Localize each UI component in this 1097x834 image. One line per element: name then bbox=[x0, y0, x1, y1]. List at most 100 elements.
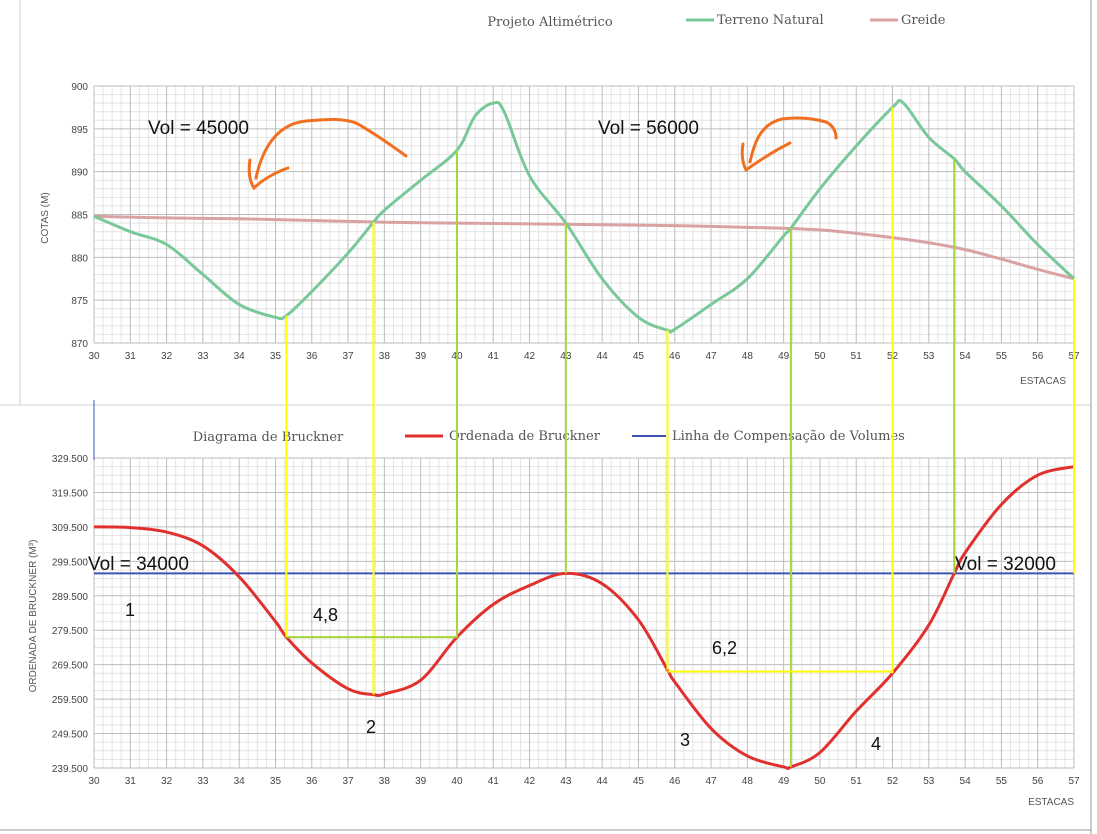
x-tick-label: 37 bbox=[343, 351, 355, 362]
y-tick-label: 885 bbox=[71, 211, 88, 222]
x-tick-label: 38 bbox=[379, 351, 391, 362]
x-tick-label: 43 bbox=[560, 776, 572, 787]
arrow-right-hook bbox=[740, 141, 792, 173]
x-tick-label: 39 bbox=[415, 776, 427, 787]
annotation-vol-34000: Vol = 34000 bbox=[88, 554, 189, 575]
x-tick-label: 48 bbox=[742, 776, 754, 787]
profile-grid bbox=[93, 85, 1075, 344]
x-tick-label: 34 bbox=[234, 776, 246, 787]
x-tick-label: 45 bbox=[633, 351, 645, 362]
x-tick-label: 42 bbox=[524, 776, 536, 787]
region-label-4: 4 bbox=[871, 734, 881, 754]
x-tick-label: 52 bbox=[887, 776, 899, 787]
x-tick-label: 57 bbox=[1068, 776, 1080, 787]
legend-compensation: Linha de Compensação de Volumes bbox=[632, 429, 905, 444]
legend-terreno: Terreno Natural bbox=[686, 13, 824, 28]
x-tick-label: 50 bbox=[814, 776, 826, 787]
annotation-vol-45000: Vol = 45000 bbox=[148, 118, 249, 139]
bruckner-x-axis-label: ESTACAS bbox=[1028, 797, 1074, 808]
annotation-vol-32000: Vol = 32000 bbox=[955, 554, 1056, 575]
x-tick-label: 49 bbox=[778, 776, 790, 787]
x-tick-label: 37 bbox=[343, 776, 355, 787]
x-tick-label: 55 bbox=[996, 351, 1008, 362]
bruckner-ticks: 30 31 32 33 34 35 36 37 38 39 40 41 42 43 44 45 46 47 48 49… bbox=[52, 454, 1080, 787]
series-bruckner-line bbox=[93, 465, 1075, 771]
x-tick-label: 42 bbox=[524, 351, 536, 362]
x-tick-label: 47 bbox=[705, 776, 717, 787]
y-tick-label: 900 bbox=[71, 82, 88, 93]
y-tick-label: 249.500 bbox=[52, 730, 89, 741]
x-tick-label: 41 bbox=[488, 776, 500, 787]
x-tick-label: 41 bbox=[488, 351, 500, 362]
y-tick-label: 299.500 bbox=[52, 557, 89, 568]
y-tick-label: 890 bbox=[71, 168, 88, 179]
legend-greide: Greide bbox=[870, 13, 946, 28]
series-greide-line bbox=[93, 214, 1075, 281]
x-tick-label: 40 bbox=[451, 776, 463, 787]
x-tick-label: 35 bbox=[270, 351, 282, 362]
x-tick-label: 38 bbox=[379, 776, 391, 787]
arrow-left-hook bbox=[247, 158, 290, 191]
bruckner-chart: 30 31 32 33 34 35 36 37 38 39 40 41 42 43 44 45 46 47 48 49… bbox=[28, 429, 1080, 808]
profile-x-axis-label: ESTACAS bbox=[1020, 376, 1066, 387]
x-tick-label: 39 bbox=[415, 351, 427, 362]
x-tick-label: 54 bbox=[960, 776, 972, 787]
annotation-vol-56000: Vol = 56000 bbox=[598, 118, 699, 139]
y-tick-label: 259.500 bbox=[52, 695, 89, 706]
region-label-2: 2 bbox=[366, 717, 376, 737]
profile-title: Projeto Altimétrico bbox=[487, 15, 613, 30]
x-tick-label: 44 bbox=[597, 776, 609, 787]
x-tick-label: 56 bbox=[1032, 776, 1044, 787]
x-tick-label: 32 bbox=[161, 776, 173, 787]
arrow-left-curve bbox=[254, 117, 408, 180]
x-tick-label: 31 bbox=[125, 776, 137, 787]
x-tick-label: 49 bbox=[778, 351, 790, 362]
annotation-distance-a: 4,8 bbox=[313, 605, 338, 625]
x-tick-label: 45 bbox=[633, 776, 645, 787]
y-tick-label: 289.500 bbox=[52, 592, 89, 603]
y-tick-label: 279.500 bbox=[52, 626, 89, 637]
y-tick-label: 870 bbox=[71, 339, 88, 350]
y-tick-label: 309.500 bbox=[52, 523, 89, 534]
legend-bruckner: Ordenada de Bruckner bbox=[405, 429, 601, 444]
x-tick-label: 48 bbox=[742, 351, 754, 362]
x-tick-label: 55 bbox=[996, 776, 1008, 787]
x-tick-label: 31 bbox=[125, 351, 137, 362]
y-tick-label: 329.500 bbox=[52, 454, 89, 465]
x-tick-label: 56 bbox=[1032, 351, 1044, 362]
x-tick-label: 35 bbox=[270, 776, 282, 787]
x-tick-label: 33 bbox=[197, 351, 209, 362]
y-tick-label: 880 bbox=[71, 253, 88, 264]
bruckner-title: Diagrama de Bruckner bbox=[193, 430, 344, 445]
guide-lines bbox=[285, 107, 1075, 767]
x-tick-label: 50 bbox=[814, 351, 826, 362]
x-tick-label: 30 bbox=[88, 351, 100, 362]
x-tick-label: 36 bbox=[306, 776, 318, 787]
bruckner-series bbox=[93, 465, 1075, 771]
x-tick-label: 53 bbox=[923, 351, 935, 362]
x-tick-label: 46 bbox=[669, 776, 681, 787]
bruckner-grid bbox=[93, 457, 1075, 769]
annotation-distance-b: 6,2 bbox=[712, 638, 737, 658]
x-tick-label: 54 bbox=[960, 351, 972, 362]
profile-chart: 3031323334353637383940414243444546474849… bbox=[40, 13, 1080, 387]
x-tick-label: 51 bbox=[851, 776, 863, 787]
x-tick-label: 53 bbox=[923, 776, 935, 787]
legend-greide-label: Greide bbox=[901, 13, 946, 28]
arrow-right-curve bbox=[748, 116, 838, 164]
legend-terreno-label: Terreno Natural bbox=[717, 13, 824, 28]
x-tick-label: 33 bbox=[197, 776, 209, 787]
region-label-3: 3 bbox=[680, 730, 690, 750]
x-tick-label: 51 bbox=[851, 351, 863, 362]
bruckner-y-axis-label: ORDENADA DE BRUCKNER (M³) bbox=[28, 540, 39, 693]
x-tick-label: 32 bbox=[161, 351, 173, 362]
region-label-1: 1 bbox=[125, 600, 135, 620]
profile-y-axis-label: COTAS (M) bbox=[40, 192, 51, 243]
x-tick-label: 34 bbox=[234, 351, 246, 362]
y-tick-label: 319.500 bbox=[52, 488, 89, 499]
x-tick-label: 46 bbox=[669, 351, 681, 362]
y-tick-label: 269.500 bbox=[52, 661, 89, 672]
legend-compensation-label: Linha de Compensação de Volumes bbox=[672, 429, 905, 444]
x-tick-label: 47 bbox=[705, 351, 717, 362]
